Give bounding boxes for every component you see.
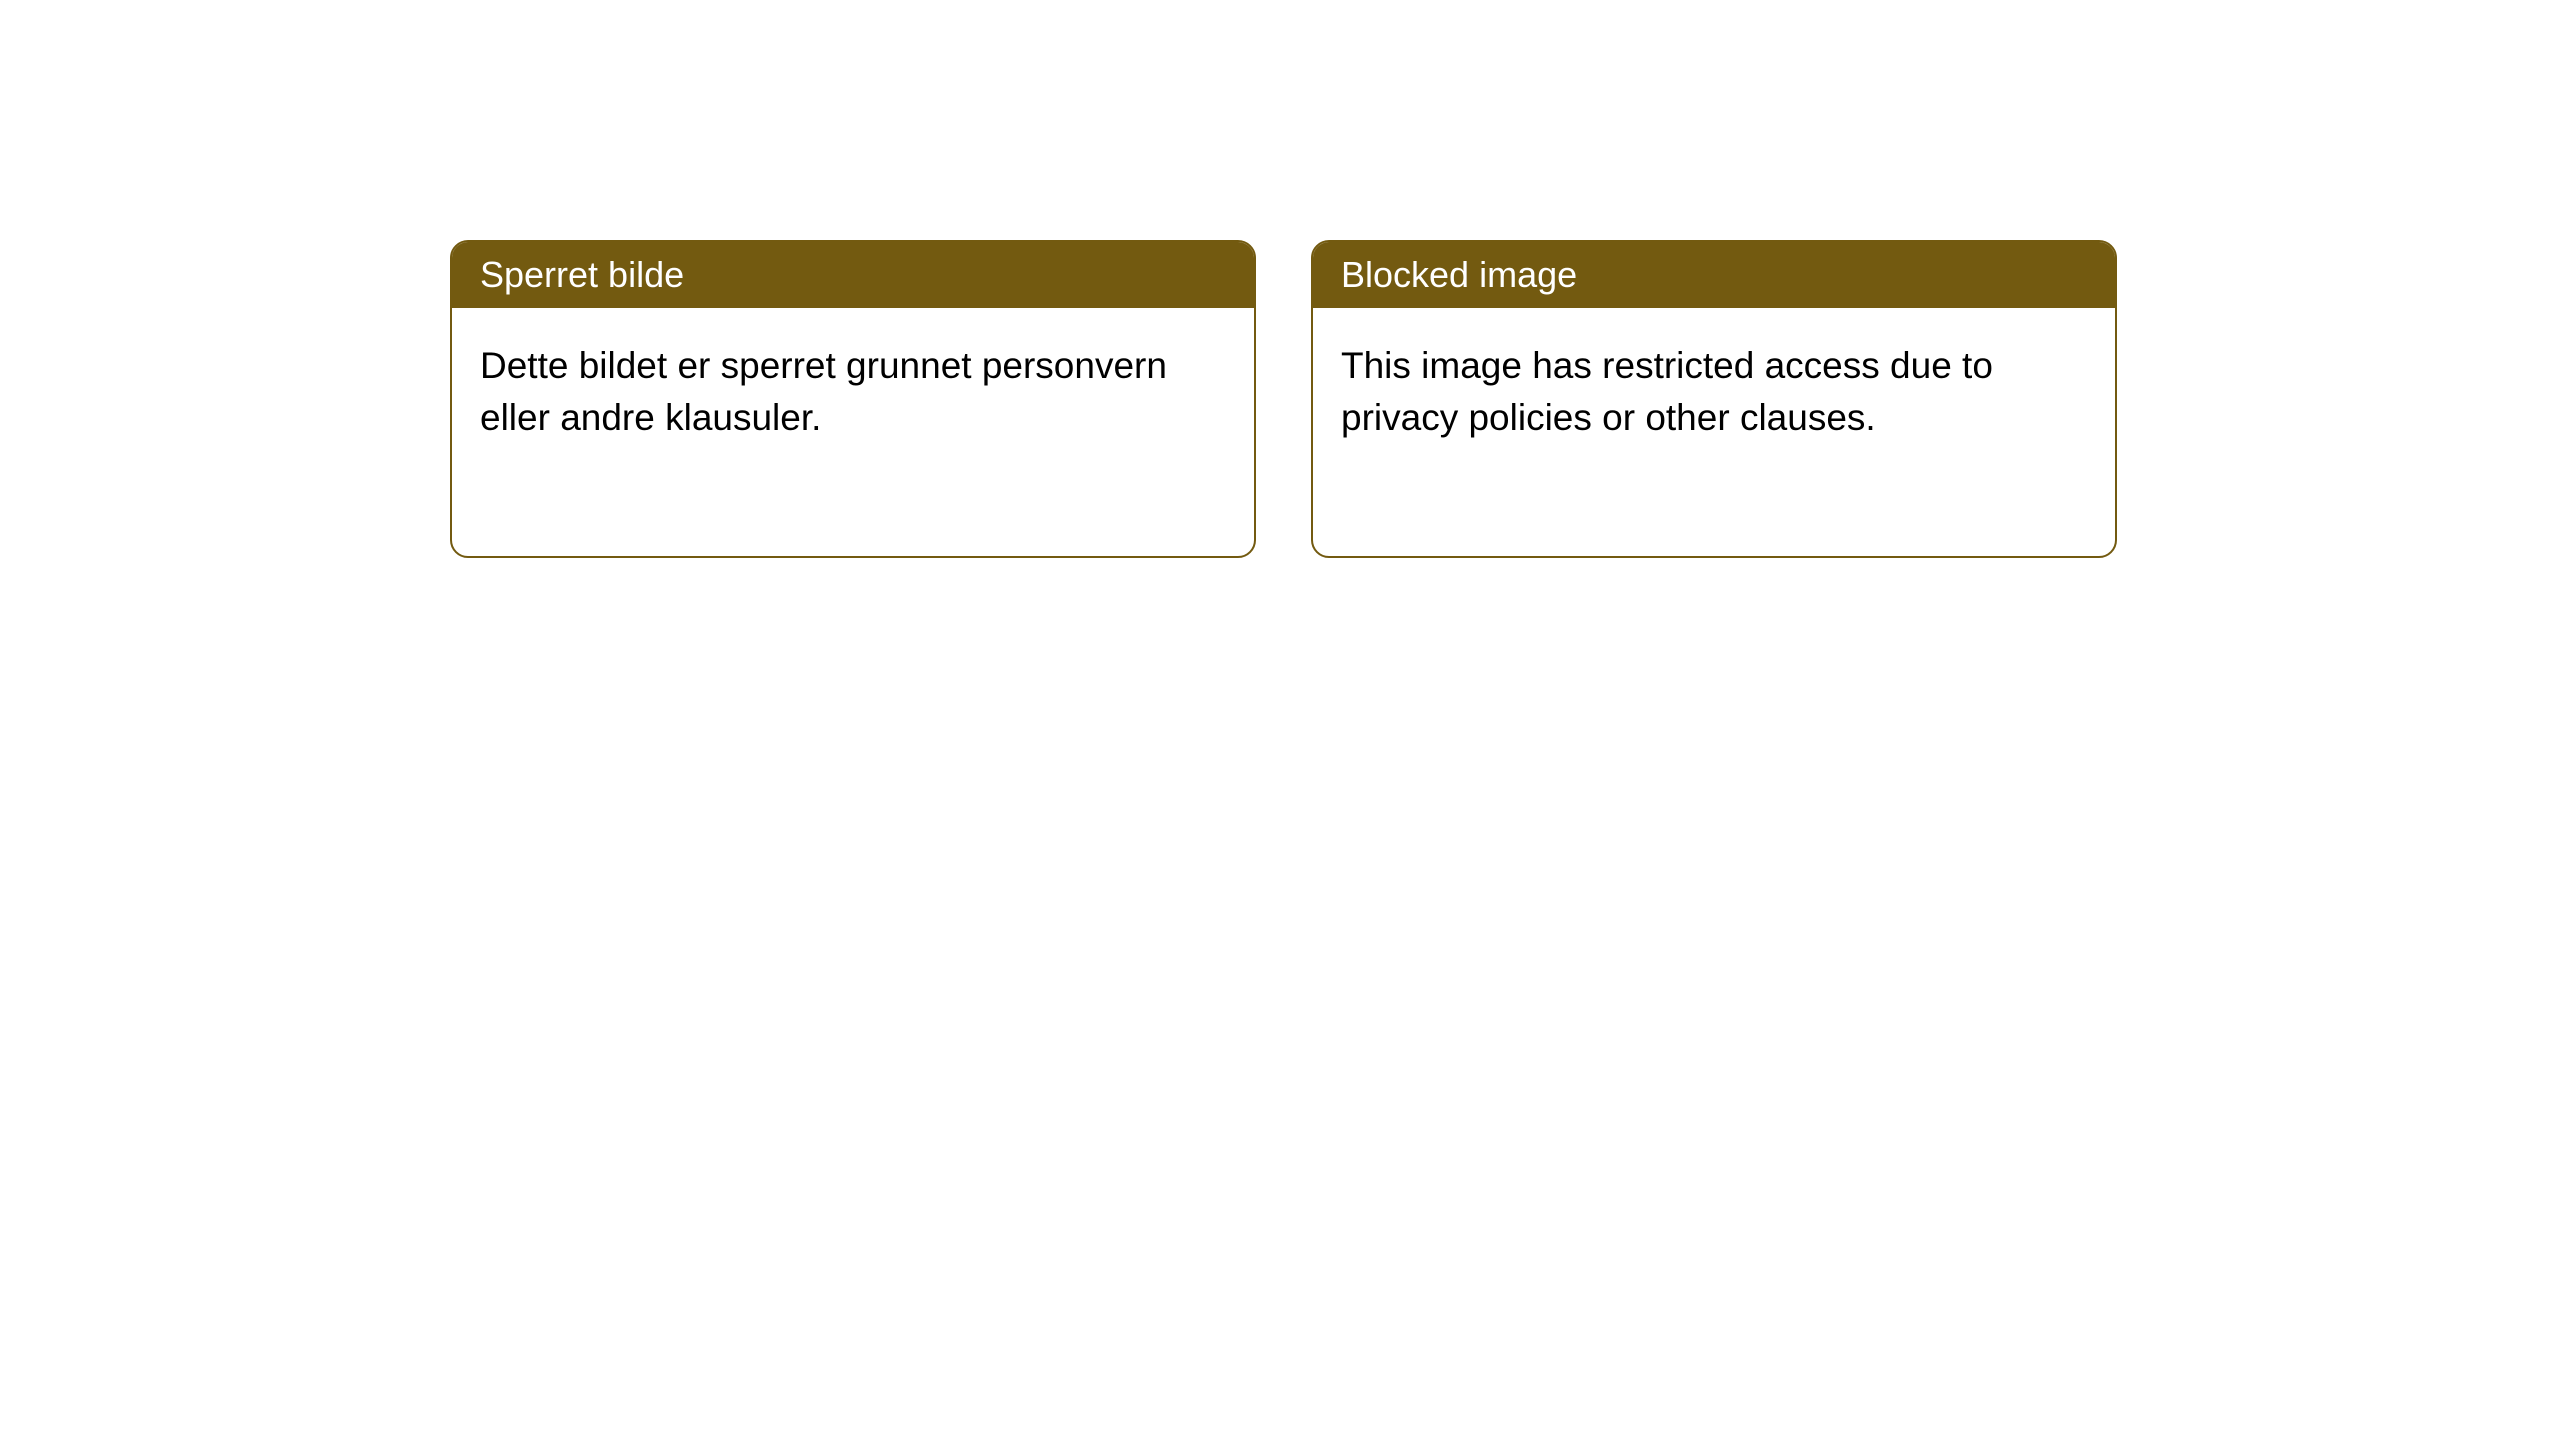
notice-body: Dette bildet er sperret grunnet personve… <box>452 308 1254 556</box>
notice-card-english: Blocked image This image has restricted … <box>1311 240 2117 558</box>
notice-body: This image has restricted access due to … <box>1313 308 2115 556</box>
notice-title: Blocked image <box>1313 242 2115 308</box>
notice-container: Sperret bilde Dette bildet er sperret gr… <box>0 0 2560 558</box>
notice-card-norwegian: Sperret bilde Dette bildet er sperret gr… <box>450 240 1256 558</box>
notice-title: Sperret bilde <box>452 242 1254 308</box>
